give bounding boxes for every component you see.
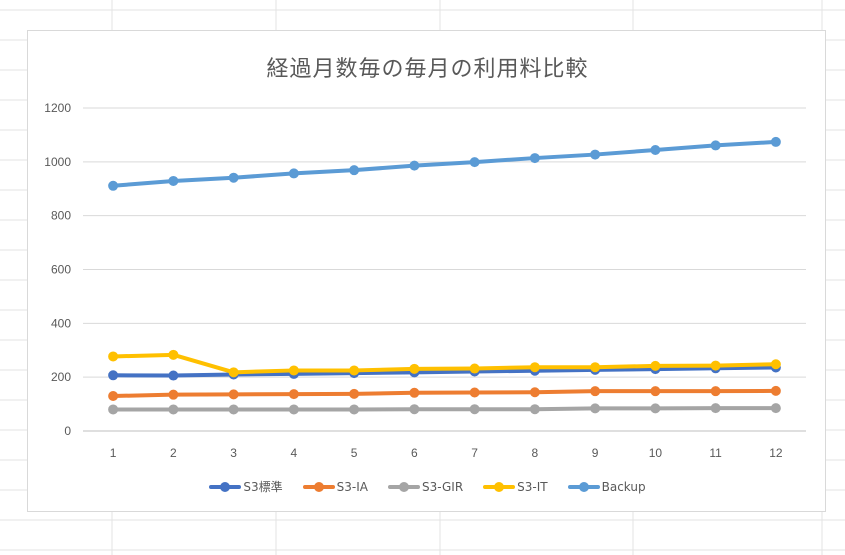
data-point (770, 403, 781, 414)
data-point (469, 387, 480, 398)
data-point (770, 136, 781, 147)
legend-label: S3標準 (243, 480, 283, 494)
data-point (409, 404, 420, 415)
data-point (590, 403, 601, 414)
legend-label: S3-IT (517, 479, 548, 494)
legend-item: Backup (567, 478, 646, 495)
x-tick-label: 9 (592, 446, 599, 460)
data-point (108, 370, 119, 381)
data-point (108, 351, 119, 362)
y-tick-label: 800 (51, 209, 71, 223)
data-point (469, 157, 480, 168)
x-tick-label: 5 (351, 446, 358, 460)
y-tick-label: 600 (51, 263, 71, 277)
legend-swatch (302, 481, 335, 492)
data-point (529, 362, 540, 373)
legend-swatch (387, 481, 420, 492)
x-tick-label: 2 (170, 446, 177, 460)
data-point (108, 180, 119, 191)
y-tick-label: 400 (51, 316, 71, 330)
data-point (469, 404, 480, 415)
x-tick-label: 8 (532, 446, 539, 460)
legend-label: S3-GIR (421, 479, 464, 494)
legend-swatch (567, 481, 600, 492)
data-point (228, 389, 239, 400)
data-point (288, 404, 299, 415)
series-line (111, 388, 778, 399)
data-point (108, 391, 119, 402)
data-point (168, 349, 179, 360)
legend-item: S3-IT (483, 478, 548, 495)
x-tick-label: 12 (769, 446, 783, 460)
x-tick-label: 11 (709, 446, 722, 460)
x-tick-label: 6 (411, 446, 418, 460)
data-point (710, 140, 721, 151)
data-point (529, 404, 540, 415)
legend: S3標準 S3-IA S3-GIR S3-IT Backup (28, 478, 827, 495)
data-point (710, 403, 721, 414)
y-tick-label: 200 (51, 370, 71, 384)
data-point (168, 404, 179, 415)
legend-label: Backup (601, 479, 646, 494)
x-tick-label: 3 (230, 446, 237, 460)
data-point (710, 360, 721, 371)
data-point (288, 365, 299, 376)
data-point (228, 367, 239, 378)
data-point (710, 386, 721, 397)
legend-swatch (483, 481, 516, 492)
data-point (469, 363, 480, 374)
data-point (650, 144, 661, 155)
y-tick-label: 1000 (44, 155, 71, 169)
y-tick-label: 1200 (44, 101, 71, 115)
data-point (529, 153, 540, 164)
data-point (590, 362, 601, 373)
data-point (770, 359, 781, 370)
data-point (168, 370, 179, 381)
x-tick-label: 1 (110, 446, 117, 460)
series-line (111, 352, 778, 375)
x-tick-label: 4 (291, 446, 298, 460)
data-point (590, 386, 601, 397)
series-line (111, 365, 778, 378)
legend-item: S3-IA (302, 478, 368, 495)
data-point (288, 389, 299, 400)
chart-area[interactable]: 経過月数毎の毎月の利用料比較 0 200 400 600 800 1000 1200 1 2 3 4… (27, 30, 826, 512)
data-point (228, 404, 239, 415)
legend-label: S3-IA (336, 479, 368, 494)
x-tick-label: 7 (471, 446, 478, 460)
data-point (168, 389, 179, 400)
data-point (409, 160, 420, 171)
data-point (650, 360, 661, 371)
series-line (111, 406, 778, 412)
data-point (349, 165, 360, 176)
data-point (590, 149, 601, 160)
legend-item: S3-GIR (387, 478, 464, 495)
data-point (349, 404, 360, 415)
data-point (529, 387, 540, 398)
data-point (349, 388, 360, 399)
data-point (650, 386, 661, 397)
x-tick-label: 10 (649, 446, 663, 460)
data-point (288, 168, 299, 179)
data-point (770, 385, 781, 396)
series-line (111, 139, 778, 188)
data-point (349, 365, 360, 376)
data-point (168, 175, 179, 186)
legend-swatch (209, 481, 242, 492)
data-point (108, 404, 119, 415)
data-point (228, 172, 239, 183)
data-point (409, 363, 420, 374)
data-point (409, 387, 420, 398)
chart-title: 経過月数毎の毎月の利用料比較 (266, 57, 589, 82)
legend-item: S3標準 (209, 478, 283, 495)
data-point (650, 403, 661, 414)
y-tick-label: 0 (64, 424, 71, 438)
